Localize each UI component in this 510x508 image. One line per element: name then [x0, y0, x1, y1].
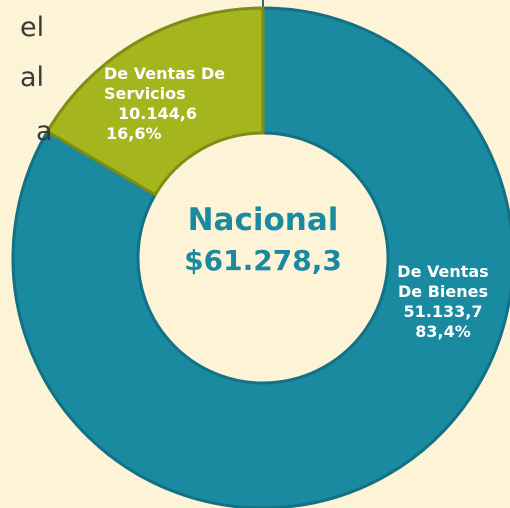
slice-label: De Ventas De Bienes — [397, 262, 489, 301]
side-text: el — [20, 12, 45, 43]
slice-value-label: 51.133,7 — [403, 302, 483, 321]
donut-slice — [11, 6, 510, 508]
center-value: $61.278,3 — [184, 244, 342, 277]
slice-percent-label: 83,4% — [415, 322, 471, 341]
side-text: a — [36, 116, 53, 147]
side-text: al — [20, 62, 45, 93]
slice-value-label: 10.144,6 — [118, 104, 197, 123]
slice-label: De Ventas De Servicios — [104, 64, 226, 103]
slice-percent-label: 16,6% — [106, 124, 162, 143]
donut-slice — [45, 6, 265, 197]
center-title: Nacional — [187, 202, 339, 238]
